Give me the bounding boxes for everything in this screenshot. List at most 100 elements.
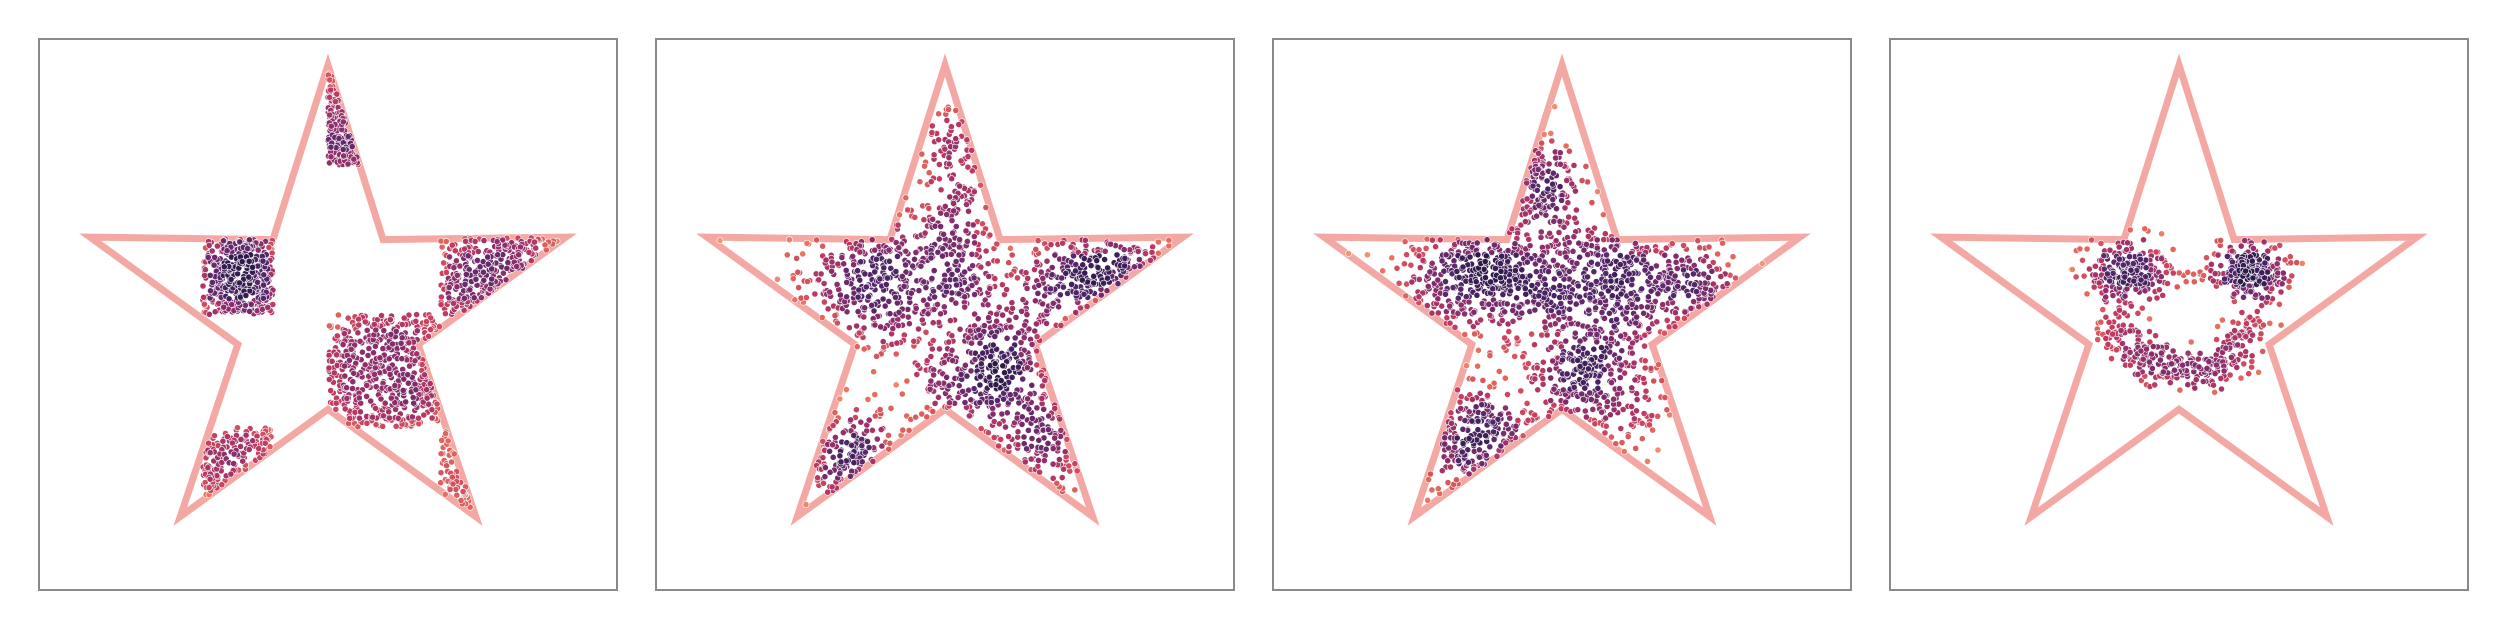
- scatter-point: [871, 412, 879, 420]
- scatter-point: [813, 236, 820, 244]
- scatter-point: [339, 341, 347, 348]
- scatter-point: [1521, 285, 1529, 292]
- scatter-point: [1640, 256, 1647, 264]
- scatter-point: [1555, 309, 1563, 316]
- scatter-point: [949, 229, 956, 237]
- scatter-point: [1468, 417, 1476, 425]
- scatter-point: [1558, 196, 1565, 204]
- scatter-point: [935, 161, 943, 168]
- scatter-point: [1165, 242, 1173, 250]
- scatter-point: [2248, 358, 2256, 365]
- scatter-point: [873, 352, 880, 360]
- scatter-point: [1005, 316, 1013, 324]
- scatter-point: [1594, 251, 1602, 259]
- scatter-point: [372, 421, 380, 429]
- scatter-point: [411, 380, 419, 388]
- scatter-point: [1043, 319, 1050, 327]
- scatter-point: [1065, 462, 1073, 470]
- scatter-point: [1758, 260, 1766, 267]
- scatter-point: [921, 229, 929, 237]
- scatter-point: [1529, 182, 1537, 190]
- scatter-point: [920, 296, 927, 304]
- scatter-point: [1607, 335, 1615, 343]
- scatter-point: [935, 175, 943, 183]
- scatter-point: [843, 293, 850, 301]
- scatter-point: [904, 305, 912, 313]
- scatter-point: [1018, 413, 1026, 421]
- scatter-point: [1511, 352, 1519, 360]
- scatter-point: [1484, 391, 1491, 399]
- scatter-point: [1547, 374, 1555, 382]
- scatter-point: [1556, 149, 1564, 157]
- scatter-point: [931, 293, 938, 301]
- scatter-point: [860, 324, 868, 332]
- scatter-point: [1426, 470, 1434, 478]
- scatter-point: [1523, 195, 1531, 203]
- scatter-point: [1345, 250, 1352, 257]
- scatter-point: [350, 155, 358, 163]
- scatter-point: [716, 237, 724, 244]
- scatter-point: [1581, 384, 1589, 392]
- scatter-point: [1532, 268, 1540, 276]
- scatter-point: [1584, 365, 1592, 373]
- scatter-point: [945, 338, 953, 346]
- scatter-point: [1628, 275, 1636, 283]
- scatter-point: [1093, 257, 1101, 264]
- scatter-point: [254, 246, 262, 254]
- scatter-point: [937, 223, 944, 230]
- scatter-point: [995, 303, 1003, 311]
- scatter-point: [1408, 278, 1416, 286]
- scatter-point: [1512, 422, 1520, 430]
- scatter-point: [2182, 278, 2190, 286]
- scatter-point: [989, 410, 997, 418]
- scatter-point: [2275, 300, 2283, 308]
- scatter-point: [1584, 232, 1592, 240]
- scatter-point: [1457, 301, 1465, 309]
- scatter-point: [969, 262, 976, 270]
- scatter-point: [939, 245, 947, 253]
- scatter-point: [1602, 414, 1610, 422]
- scatter-point: [1617, 279, 1625, 287]
- scatter-point: [936, 345, 943, 353]
- scatter-point: [1555, 270, 1563, 277]
- scatter-point: [1640, 410, 1648, 417]
- scatter-point: [2097, 318, 2105, 326]
- scatter-point: [1020, 433, 1028, 441]
- scatter-point: [922, 284, 930, 291]
- scatter-point: [911, 255, 918, 263]
- scatter-point: [1434, 485, 1442, 493]
- scatter-point: [228, 439, 236, 447]
- scatter-point: [1090, 279, 1098, 287]
- scatter-point: [223, 247, 231, 255]
- scatter-point: [1072, 289, 1080, 297]
- scatter-point: [340, 152, 348, 160]
- scatter-point: [1415, 252, 1423, 260]
- scatter-point: [444, 437, 452, 445]
- scatter-point: [386, 370, 394, 378]
- scatter-point: [437, 469, 445, 477]
- scatter-point: [2072, 273, 2080, 281]
- scatter-point: [453, 491, 461, 499]
- scatter-point: [885, 445, 893, 453]
- scatter-point: [1535, 150, 1542, 157]
- scatter-point: [1600, 393, 1608, 401]
- scatter-point: [854, 267, 861, 275]
- scatter-point: [230, 450, 238, 458]
- scatter-point: [993, 310, 1001, 318]
- scatter-point: [1617, 425, 1625, 432]
- scatter-point: [344, 160, 352, 168]
- scatter-point: [818, 314, 826, 321]
- scatter-point: [1499, 291, 1507, 298]
- scatter-point: [1633, 396, 1641, 403]
- scatter-point: [1570, 162, 1578, 169]
- scatter-point: [1617, 290, 1625, 298]
- scatter-point: [1514, 284, 1522, 292]
- scatter-point: [206, 449, 214, 457]
- scatter-point: [930, 371, 937, 379]
- scatter-point: [1055, 303, 1062, 311]
- scatter-point: [1446, 302, 1454, 310]
- scatter-point: [259, 257, 267, 265]
- scatter-point: [1472, 278, 1480, 286]
- scatter-point: [1528, 330, 1535, 338]
- scatter-point: [902, 261, 909, 269]
